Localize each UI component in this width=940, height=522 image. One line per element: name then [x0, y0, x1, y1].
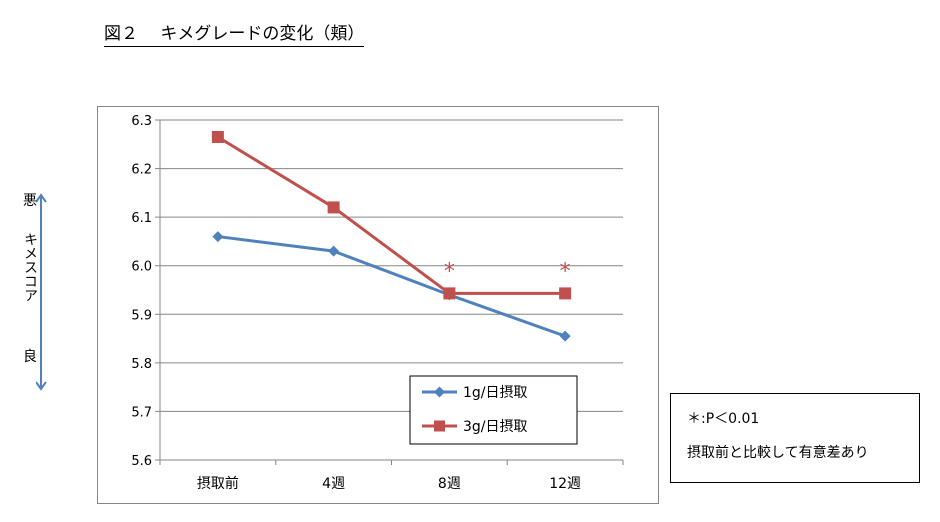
legend-marker-series1 — [434, 386, 445, 398]
x-tick-label: 4週 — [322, 476, 345, 492]
y-tick-label: 6.0 — [131, 260, 152, 275]
significance-note-text: 摂取前と比較して有意差あり — [687, 445, 869, 461]
significance-asterisk: * — [444, 259, 455, 284]
double-arrow-icon — [36, 193, 47, 391]
legend-marker-series2 — [434, 420, 445, 432]
bad-label: 悪 — [23, 193, 37, 209]
y-tick-label: 6.1 — [131, 211, 152, 226]
series-lines — [217, 135, 566, 338]
series-markers — [211, 131, 572, 342]
significance-annotations: * * — [444, 259, 571, 284]
y-tick-label: 5.6 — [131, 454, 152, 469]
significance-note: ＊:P＜0.01 摂取前と比較して有意差あり — [670, 393, 920, 483]
significance-note-pvalue: ＊:P＜0.01 — [687, 411, 760, 427]
data-point-square — [327, 201, 340, 214]
series-line — [217, 235, 566, 338]
x-tick-label: 摂取前 — [197, 475, 239, 492]
score-direction-indicator: 悪 キメスコア 良 — [16, 182, 47, 402]
data-point-square — [559, 287, 572, 300]
x-tick-label: 8週 — [438, 476, 461, 492]
y-tick-label: 5.7 — [131, 405, 152, 420]
data-point-diamond — [212, 231, 224, 243]
line-chart: 6.36.26.16.05.95.85.75.6 摂取前 4週 8週 12週 * * 1… — [97, 106, 659, 504]
legend-label-series1: 1g/日摂取 — [463, 385, 528, 401]
figure-title: 図２ キメグレードの変化（頬） — [104, 19, 365, 47]
y-tick-label: 6.3 — [131, 114, 152, 129]
series-line — [217, 135, 566, 295]
good-label: 良 — [23, 349, 37, 365]
legend-box — [409, 375, 578, 445]
data-point-diamond — [559, 330, 571, 342]
x-tick-label: 12週 — [549, 476, 581, 492]
y-tick-labels: 6.3 6.2 6.1 6.0 5.9 5.8 5.7 5.6 — [131, 114, 152, 469]
x-tick-labels: 摂取前 4週 8週 12週 — [197, 475, 581, 492]
data-point-diamond — [328, 245, 340, 257]
data-point-square — [443, 287, 456, 300]
legend-label-series2: 3g/日摂取 — [463, 419, 528, 435]
significance-asterisk: * — [560, 259, 571, 284]
score-label: キメスコア — [22, 232, 38, 302]
y-tick-label: 6.2 — [131, 163, 152, 178]
y-tick-label: 5.8 — [131, 357, 152, 372]
legend: 1g/日摂取 3g/日摂取 — [409, 375, 578, 445]
y-tick-label: 5.9 — [131, 308, 152, 323]
data-point-square — [211, 131, 224, 143]
